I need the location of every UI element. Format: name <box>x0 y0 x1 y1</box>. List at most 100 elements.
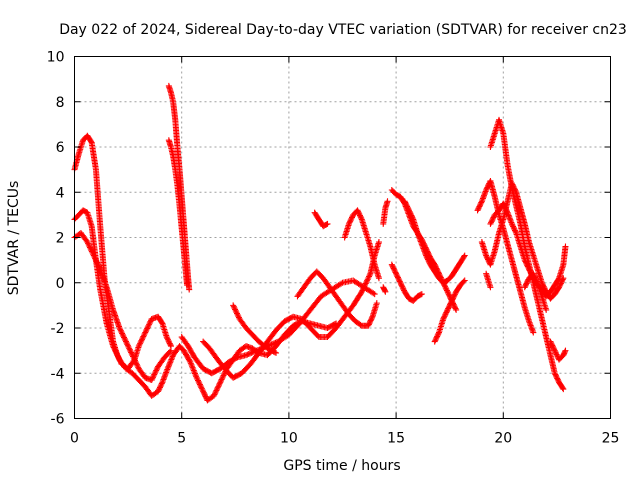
data-point-track20 <box>521 257 528 264</box>
data-point-track2 <box>158 380 165 387</box>
data-point-track18 <box>530 329 537 336</box>
data-point-track7 <box>359 287 366 294</box>
data-point-track6 <box>233 355 240 362</box>
data-point-track7 <box>360 286 367 293</box>
data-point-track18 <box>483 185 490 192</box>
data-point-track11 <box>348 214 355 221</box>
data-point-track2 <box>114 352 121 359</box>
data-point-track2 <box>163 367 170 374</box>
data-point-track8 <box>232 307 239 314</box>
data-point-track2 <box>156 385 163 392</box>
data-point-track17 <box>442 312 449 319</box>
data-point-track2 <box>215 383 222 390</box>
data-point-track1 <box>139 334 146 341</box>
data-point-track2 <box>113 349 120 356</box>
data-point-track22 <box>487 284 494 291</box>
data-point-track3 <box>96 264 103 271</box>
data-point-track2 <box>188 361 195 368</box>
data-point-track20 <box>523 261 530 268</box>
data-point-track21 <box>540 283 547 290</box>
data-point-track24 <box>530 271 537 278</box>
data-point-track15 <box>392 269 399 276</box>
data-point-track24 <box>524 279 531 286</box>
data-point-track16 <box>404 204 411 211</box>
data-point-track3 <box>94 259 101 266</box>
data-point-track23 <box>548 339 555 346</box>
data-point-track14 <box>443 286 450 293</box>
data-point-track1 <box>146 320 153 327</box>
data-point-track2 <box>167 359 174 366</box>
data-point-track1 <box>145 322 152 329</box>
data-point-track2 <box>198 384 205 391</box>
data-point-track24 <box>530 270 537 277</box>
data-point-track17 <box>441 313 448 320</box>
data-point-track23 <box>549 343 556 350</box>
data-point-track18 <box>478 199 485 206</box>
data-point-track16 <box>406 208 413 215</box>
data-point-track21 <box>483 252 490 259</box>
data-point-track20 <box>508 220 515 227</box>
data-point-track2 <box>195 378 202 385</box>
data-point-track21 <box>559 276 566 283</box>
data-point-track3 <box>133 361 140 368</box>
data-point-track15 <box>399 284 406 291</box>
data-point-track3 <box>84 239 91 246</box>
data-point-track2 <box>111 345 118 352</box>
data-point-track23 <box>550 345 557 352</box>
data-point-track14 <box>452 305 459 312</box>
data-point-track15 <box>395 275 402 282</box>
data-point-track3 <box>87 245 94 252</box>
data-point-track8 <box>234 311 241 318</box>
data-point-track17 <box>444 306 451 313</box>
data-point-track8 <box>235 313 242 320</box>
data-point-track3 <box>120 333 127 340</box>
data-point-track2 <box>155 387 162 394</box>
data-point-track1 <box>147 318 154 325</box>
data-point-track17 <box>451 291 458 298</box>
data-point-track20 <box>524 263 531 270</box>
data-point-track3 <box>86 243 93 250</box>
data-point-track3 <box>128 349 135 356</box>
data-point-track21 <box>510 182 517 189</box>
data-point-track11 <box>355 208 362 215</box>
data-point-track24 <box>533 278 540 285</box>
data-point-track3 <box>90 252 97 259</box>
data-point-track11 <box>354 207 361 214</box>
data-point-track20 <box>511 227 518 234</box>
data-point-track15 <box>396 277 403 284</box>
data-point-track2 <box>158 381 165 388</box>
data-point-track9 <box>367 318 374 325</box>
data-point-track7 <box>366 273 373 280</box>
data-point-track3 <box>117 327 124 334</box>
data-point-track10 <box>324 220 331 227</box>
data-point-track3 <box>118 329 125 336</box>
data-point-track17 <box>432 335 439 342</box>
data-point-track19 <box>552 372 559 379</box>
data-point-track16 <box>424 255 431 262</box>
data-point-track18 <box>477 200 484 207</box>
data-point-track14 <box>442 283 449 290</box>
data-point-track17 <box>446 303 453 310</box>
data-point-track1 <box>167 341 174 348</box>
data-point-track1 <box>144 325 151 332</box>
data-point-track14 <box>453 306 460 313</box>
data-point-track11 <box>375 275 382 282</box>
data-point-track7 <box>360 284 367 291</box>
data-point-track13 <box>384 198 391 205</box>
data-point-track2 <box>219 375 226 382</box>
data-point-track1 <box>137 339 144 346</box>
data-point-track1 <box>165 337 172 344</box>
data-point-track2 <box>199 386 206 393</box>
data-point-track15 <box>390 265 397 272</box>
data-point-track7 <box>364 277 371 284</box>
data-point-track16 <box>426 259 433 266</box>
y-axis-label: SDTVAR / TECUs <box>6 181 22 296</box>
data-point-track20 <box>489 215 496 222</box>
data-point-track1 <box>158 319 165 326</box>
data-point-track12 <box>382 288 389 295</box>
data-point-track20 <box>524 262 531 269</box>
data-point-track1 <box>164 335 171 342</box>
data-point-track17 <box>449 296 456 303</box>
data-point-track20 <box>487 220 494 227</box>
